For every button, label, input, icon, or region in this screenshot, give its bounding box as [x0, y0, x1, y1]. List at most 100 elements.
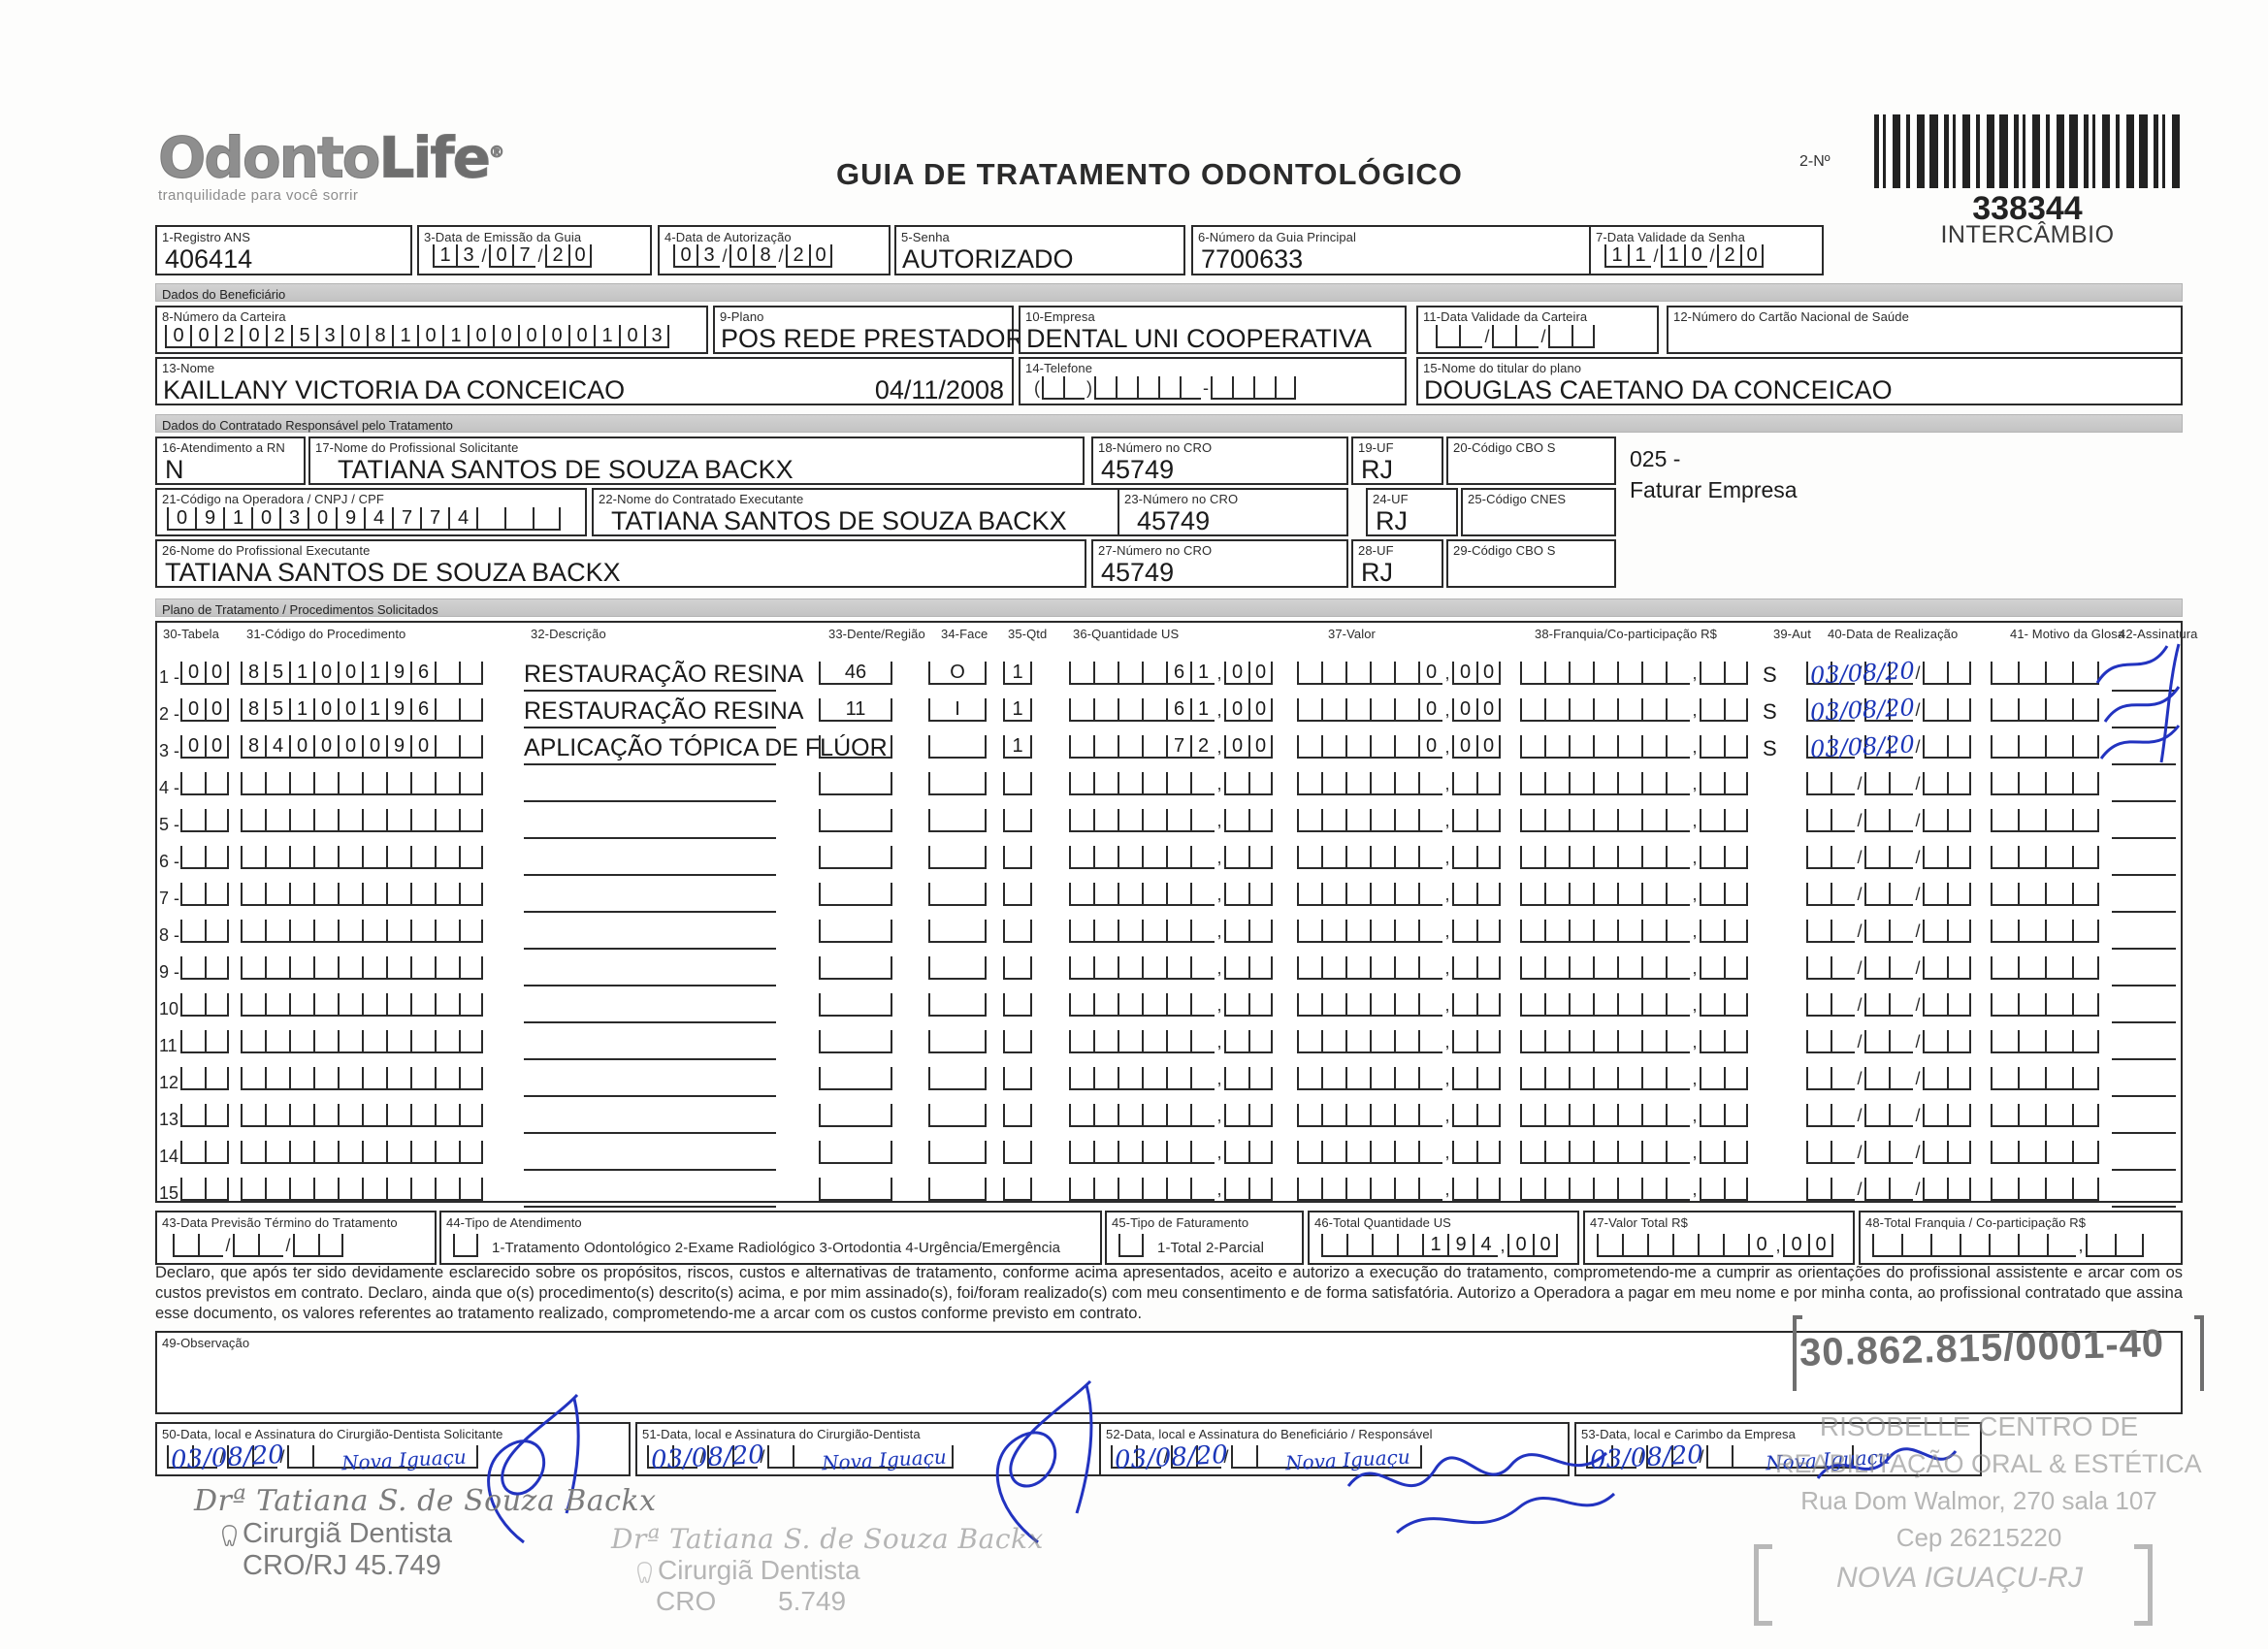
field-tipo-faturamento-box[interactable]: 45-Tipo de Faturamento 1-Total 2-Parcial: [1105, 1211, 1304, 1265]
cell-qtd[interactable]: [1003, 956, 1032, 980]
field-observacao-box[interactable]: 49-Observação: [155, 1331, 2183, 1414]
cell-data-realizacao[interactable]: / /: [1806, 1067, 1971, 1090]
cell-face[interactable]: [928, 846, 987, 869]
table-row[interactable]: 9 -,,, / /: [157, 953, 2181, 989]
cell-franquia[interactable]: ,: [1520, 1067, 1748, 1090]
field-senha-box[interactable]: 5-Senha AUTORIZADO: [894, 225, 1185, 275]
cell-assinatura[interactable]: [2112, 1021, 2176, 1023]
field-data-validade-senha-box[interactable]: 7-Data Validade da Senha 1 1 / 1 0 / 2 0: [1589, 225, 1824, 275]
cell-data-realizacao[interactable]: / /: [1806, 993, 1971, 1017]
cell-motivo-glosa[interactable]: [1991, 920, 2099, 943]
cell-assinatura[interactable]: [2112, 1132, 2176, 1134]
cell-dente-regiao[interactable]: [819, 1067, 892, 1090]
field-cro-executante-box[interactable]: 23-Número no CRO 45749: [1118, 488, 1348, 536]
field-uf-executante-box[interactable]: 24-UF RJ: [1366, 488, 1458, 536]
field-profissional-executante-box[interactable]: 26-Nome do Profissional Executante TATIA…: [155, 539, 1086, 588]
cell-face[interactable]: [928, 1141, 987, 1164]
cell-qtd[interactable]: [1003, 846, 1032, 869]
field-tipo-atendimento-comb[interactable]: [453, 1234, 478, 1257]
cell-data-realizacao[interactable]: / /: [1806, 772, 1971, 795]
field-tipo-atendimento-box[interactable]: 44-Tipo de Atendimento 1-Tratamento Odon…: [439, 1211, 1102, 1265]
field-cartao-nacional-saude-box[interactable]: 12-Número do Cartão Nacional de Saúde: [1667, 306, 2183, 354]
cell-motivo-glosa[interactable]: [1991, 1141, 2099, 1164]
cell-motivo-glosa[interactable]: [1991, 956, 2099, 980]
field-telefone-comb[interactable]: ( ) -: [1032, 376, 1296, 400]
cell-valor[interactable]: ,: [1297, 1178, 1501, 1201]
cell-quantidade-us[interactable]: ,: [1069, 920, 1273, 943]
field-carimbo-empresa-date-comb[interactable]: / /: [1586, 1445, 1854, 1469]
cell-assinatura[interactable]: [2112, 837, 2176, 839]
cell-valor[interactable]: ,: [1297, 1141, 1501, 1164]
field-total-franquia-comb[interactable]: ,: [1872, 1234, 2144, 1257]
cell-motivo-glosa[interactable]: [1991, 993, 2099, 1017]
cell-qtd[interactable]: [1003, 772, 1032, 795]
table-row[interactable]: 14,,, / /: [157, 1137, 2181, 1174]
cell-codigo[interactable]: [241, 883, 483, 906]
table-row[interactable]: 8 -,,, / /: [157, 916, 2181, 953]
cell-quantidade-us[interactable]: ,: [1069, 956, 1273, 980]
cell-codigo[interactable]: [241, 1030, 483, 1053]
cell-dente-regiao[interactable]: [819, 920, 892, 943]
cell-data-realizacao[interactable]: / /: [1806, 1030, 1971, 1053]
field-numero-guia-principal-box[interactable]: 6-Número da Guia Principal 7700633: [1191, 225, 1618, 275]
cell-face[interactable]: [928, 920, 987, 943]
field-assinatura-dentista-date-comb[interactable]: / /: [647, 1445, 954, 1469]
field-tipo-faturamento-comb[interactable]: [1118, 1234, 1144, 1257]
table-row[interactable]: 5 -,,, / /: [157, 805, 2181, 842]
cell-quantidade-us[interactable]: ,: [1069, 1104, 1273, 1127]
cell-data-realizacao[interactable]: / /: [1806, 883, 1971, 906]
field-data-validade-carteira-comb[interactable]: / /: [1436, 325, 1595, 348]
cell-dente-regiao[interactable]: [819, 735, 892, 759]
cell-franquia[interactable]: ,: [1520, 1104, 1748, 1127]
field-data-emissao-box[interactable]: 3-Data de Emissão da Guia 1 3 / 0 7 / 2 …: [417, 225, 652, 275]
cell-face[interactable]: [928, 809, 987, 832]
table-row[interactable]: 6 -,,, / /: [157, 842, 2181, 879]
cell-valor[interactable]: ,: [1297, 846, 1501, 869]
cell-franquia[interactable]: ,: [1520, 920, 1748, 943]
cell-motivo-glosa[interactable]: [1991, 883, 2099, 906]
field-codigo-cnes-box[interactable]: 25-Código CNES: [1461, 488, 1616, 536]
cell-motivo-glosa[interactable]: [1991, 735, 2099, 759]
field-data-autorizacao-comb[interactable]: 0 3 / 0 8 / 2 0: [673, 244, 832, 268]
cell-franquia[interactable]: ,: [1520, 883, 1748, 906]
field-cbo-profissional-executante-box[interactable]: 29-Código CBO S: [1446, 539, 1616, 588]
cell-qtd[interactable]: 1: [1003, 662, 1032, 685]
cell-dente-regiao[interactable]: [819, 1141, 892, 1164]
cell-qtd[interactable]: [1003, 883, 1032, 906]
cell-face[interactable]: [928, 1030, 987, 1053]
cell-motivo-glosa[interactable]: [1991, 1178, 2099, 1201]
cell-motivo-glosa[interactable]: [1991, 772, 2099, 795]
cell-assinatura[interactable]: [2112, 948, 2176, 950]
cell-face[interactable]: I: [928, 698, 987, 722]
cell-franquia[interactable]: ,: [1520, 956, 1748, 980]
cell-assinatura[interactable]: [2112, 985, 2176, 986]
cell-codigo[interactable]: [241, 1067, 483, 1090]
cell-assinatura[interactable]: [2112, 911, 2176, 913]
cell-face[interactable]: [928, 1067, 987, 1090]
cell-dente-regiao[interactable]: 11: [819, 698, 892, 722]
cell-tabela[interactable]: [180, 809, 229, 832]
cell-dente-regiao[interactable]: [819, 883, 892, 906]
cell-dente-regiao[interactable]: [819, 1030, 892, 1053]
cell-quantidade-us[interactable]: ,: [1069, 772, 1273, 795]
table-row[interactable]: 4 -,,, / /: [157, 768, 2181, 805]
cell-valor[interactable]: ,: [1297, 809, 1501, 832]
cell-franquia[interactable]: ,: [1520, 772, 1748, 795]
field-telefone-box[interactable]: 14-Telefone ( ) -: [1019, 357, 1407, 405]
cell-dente-regiao[interactable]: [819, 993, 892, 1017]
field-data-validade-carteira-box[interactable]: 11-Data Validade da Carteira / /: [1416, 306, 1659, 354]
field-cbo-solicitante-box[interactable]: 20-Código CBO S: [1446, 436, 1616, 485]
cell-codigo[interactable]: [241, 1104, 483, 1127]
cell-codigo[interactable]: [241, 1141, 483, 1164]
cell-dente-regiao[interactable]: [819, 1178, 892, 1201]
cell-face[interactable]: [928, 993, 987, 1017]
cell-motivo-glosa[interactable]: [1991, 662, 2099, 685]
cell-data-realizacao[interactable]: / /: [1806, 1178, 1971, 1201]
field-contratado-executante-box[interactable]: 22-Nome do Contratado Executante TATIANA…: [592, 488, 1152, 536]
